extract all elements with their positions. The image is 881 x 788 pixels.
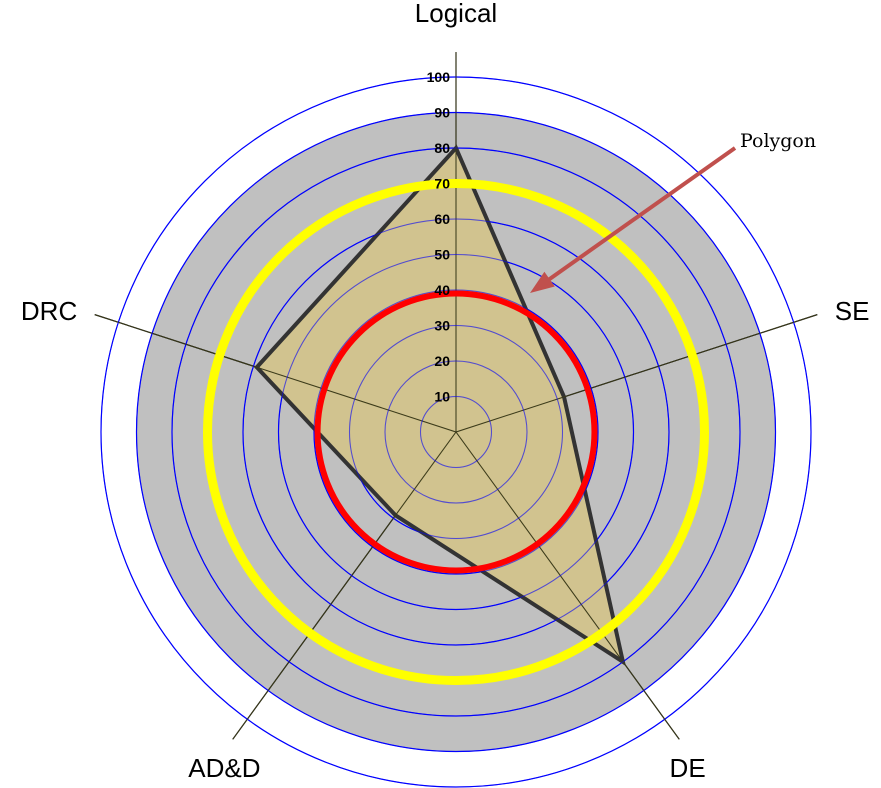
annotation-arrow-shaft [542, 146, 737, 285]
series-layer [94, 52, 818, 788]
inner-ring-10 [420, 396, 492, 468]
tick-label-50: 50 [434, 247, 450, 263]
inner-spoke-1 [455, 314, 818, 433]
data-polygon [254, 144, 626, 667]
inner-spoke-4 [94, 314, 457, 433]
tick-label-20: 20 [434, 353, 450, 369]
inner-ring-100 [100, 76, 812, 788]
axis-label-1: SE [835, 296, 870, 326]
tick-label-90: 90 [434, 105, 450, 121]
yellow-ring [203, 179, 709, 685]
inner-spoke-3 [232, 431, 457, 740]
highlight-ring-layer [203, 179, 709, 685]
inner-ring-20 [384, 360, 528, 504]
axis-label-layer: Logical SE DE AD&D DRC [21, 0, 870, 783]
axis-label-0: Logical [415, 0, 497, 28]
tick-label-30: 30 [434, 318, 450, 334]
axis-label-4: DRC [21, 296, 77, 326]
red-ring [314, 290, 598, 574]
tick-label-60: 60 [434, 211, 450, 227]
inner-ring-90 [136, 112, 776, 752]
tick-label-100: 100 [427, 69, 451, 85]
tick-label-80: 80 [434, 140, 450, 156]
inner-ring-50 [278, 254, 634, 610]
tick-label-70: 70 [434, 176, 450, 192]
inner-ring-80 [171, 147, 741, 717]
annotation-arrow-head [530, 271, 555, 293]
axis-label-2: DE [670, 753, 706, 783]
annotation-polygon: Polygon [740, 130, 816, 152]
inner-ring-30 [349, 325, 563, 539]
inner-ring-60 [242, 218, 670, 646]
tick-label-layer: 10 20 30 40 50 60 70 80 90 100 [427, 69, 451, 405]
tick-label-40: 40 [434, 282, 450, 298]
inner-spoke-2 [455, 431, 680, 740]
tick-label-10: 10 [434, 389, 450, 405]
inner-ring-40 [313, 289, 599, 575]
annotation-layer: Polygon [530, 130, 816, 293]
axis-label-3: AD&D [188, 753, 260, 783]
